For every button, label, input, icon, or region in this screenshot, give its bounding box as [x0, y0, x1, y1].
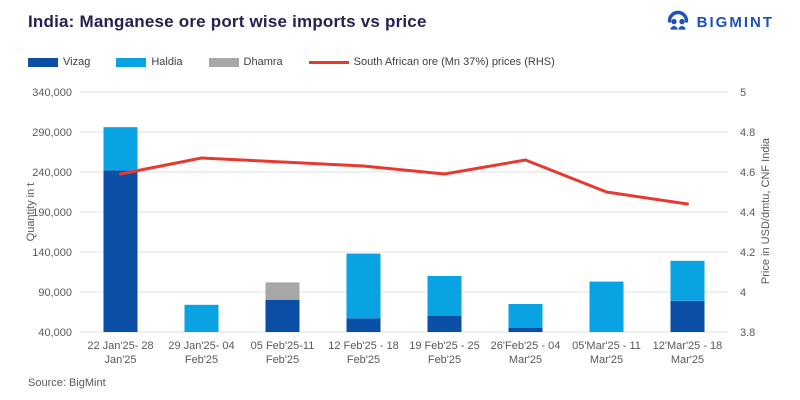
x-tick-label: 12 Feb'25 - 18: [328, 340, 399, 352]
x-tick-label: Feb'25: [185, 354, 218, 366]
price-line: [119, 156, 689, 206]
brand-name: BIGMINT: [696, 13, 774, 31]
x-tick-label: Mar'25: [671, 354, 704, 366]
x-tick-label: Feb'25: [266, 354, 299, 366]
right-axis-title: Price in USD/dmtu, CNF India: [760, 137, 772, 284]
legend-label: Haldia: [151, 56, 183, 68]
x-tick-label: Feb'25: [347, 354, 380, 366]
y-tick-label-right: 4: [740, 287, 746, 299]
bar-segment-vizag: [346, 318, 381, 332]
bar-segment-haldia: [103, 127, 138, 171]
legend-item-haldia: Haldia: [116, 56, 183, 68]
y-tick-label-left: 290,000: [32, 127, 72, 139]
y-tick-label-right: 4.8: [740, 127, 755, 139]
bar-segment-vizag: [508, 328, 543, 332]
legend-swatch-icon: [208, 57, 239, 67]
bar-segment-vizag: [103, 170, 138, 332]
legend-item-dhamra: Dhamra: [208, 56, 283, 68]
x-tick-label: 29 Jan'25- 04: [168, 340, 234, 352]
legend-item-vizag: Vizag: [28, 56, 90, 68]
page-title: India: Manganese ore port wise imports v…: [28, 12, 427, 31]
legend-item-south-african-ore-mn-37-prices-rhs: South African ore (Mn 37%) prices (RHS): [308, 56, 555, 68]
bar-segment-haldia: [346, 253, 381, 319]
y-tick-label-right: 4.4: [740, 207, 755, 219]
bar-segment-haldia: [589, 281, 624, 332]
plot-area: 340,000 5 290,000 4.8 240,000 4.6 190,000 4.4 14…: [32, 87, 755, 366]
x-tick-label: 19 Feb'25 - 25: [409, 340, 480, 352]
y-tick-label-right: 4.6: [740, 167, 755, 179]
x-tick-label: Feb'25: [428, 354, 461, 366]
left-axis-title: Quantity in t: [25, 183, 37, 242]
y-tick-label-right: 4.2: [740, 247, 755, 259]
y-tick-label-right: 5: [740, 87, 746, 99]
y-tick-label-right: 3.8: [740, 327, 755, 339]
y-tick-label-left: 340,000: [32, 87, 72, 99]
legend-label: Vizag: [63, 56, 91, 68]
legend-swatch-icon: [28, 57, 58, 67]
x-tick-label: 05 Feb'25-11: [251, 340, 315, 352]
bar-segment-haldia: [427, 276, 462, 316]
legend: Vizag Haldia Dhamra South African ore (Mn 3…: [28, 56, 555, 68]
brand-logo: BIGMINT: [665, 9, 774, 35]
x-tick-label: 12'Mar'25 - 18: [653, 340, 723, 352]
bar-segment-haldia: [184, 304, 219, 332]
bar-segment-vizag: [670, 300, 705, 332]
bar-segment-haldia: [508, 304, 543, 328]
x-tick-label: 22 Jan'25- 28: [87, 340, 153, 352]
legend-swatch-icon: [308, 60, 349, 64]
legend-label: South African ore (Mn 37%) prices (RHS): [353, 56, 555, 68]
y-tick-label-left: 90,000: [38, 287, 72, 299]
x-tick-label: Jan'25: [104, 354, 136, 366]
bar-segment-vizag: [427, 316, 462, 332]
y-tick-label-left: 240,000: [32, 167, 72, 179]
legend-label: Dhamra: [243, 56, 283, 68]
x-tick-label: Mar'25: [509, 354, 542, 366]
bar-segment-vizag: [265, 300, 300, 332]
x-tick-label: 26'Feb'25 - 04: [491, 340, 561, 352]
bar-segment-dhamra: [265, 282, 300, 300]
y-tick-label-left: 40,000: [38, 327, 72, 339]
x-tick-label: 05'Mar'25 - 11: [572, 340, 641, 352]
y-tick-label-left: 140,000: [32, 247, 72, 259]
bar-segment-haldia: [670, 260, 705, 301]
y-tick-label-left: 190,000: [32, 207, 72, 219]
x-tick-label: Mar'25: [590, 354, 623, 366]
bigmint-people-icon: [665, 9, 691, 35]
source-note: Source: BigMint: [28, 377, 106, 389]
legend-swatch-icon: [116, 57, 147, 67]
